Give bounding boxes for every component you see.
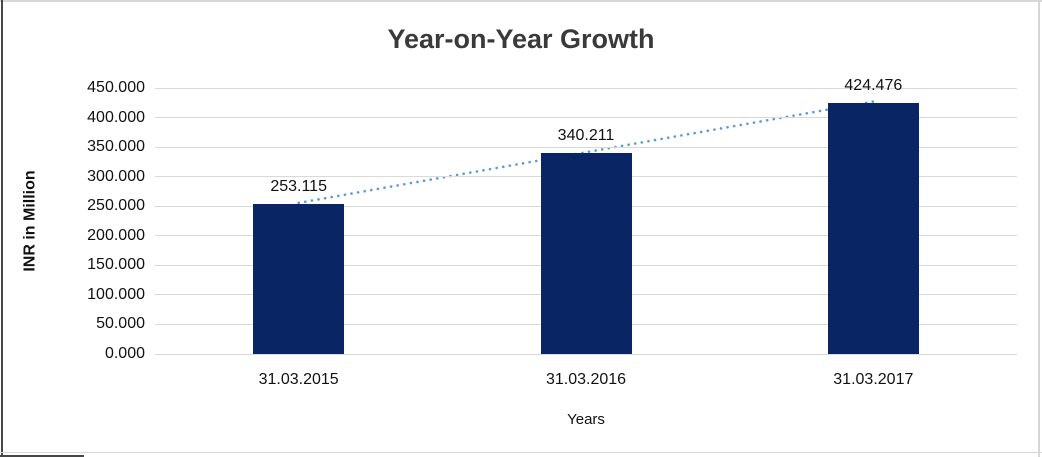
y-axis-tick-label: 200.000 (87, 226, 145, 244)
x-axis-title: Years (567, 411, 605, 428)
y-axis-tick-label: 350.000 (87, 138, 145, 156)
bar (253, 204, 345, 354)
frame-edge-top (0, 0, 1042, 2)
y-axis-tick-label: 100.000 (87, 285, 145, 303)
bar (827, 103, 919, 354)
frame-edge-left (1, 0, 3, 457)
y-axis-tick-label: 0.000 (104, 345, 145, 362)
y-axis-title: INR in Million (22, 170, 40, 272)
bar-data-label: 424.476 (844, 77, 903, 95)
x-axis-tick-label: 31.03.2017 (833, 371, 914, 388)
frame-edge-right (1038, 0, 1040, 457)
gridline (155, 146, 1017, 148)
gridline (155, 353, 1017, 355)
frame-edge-bottom (0, 452, 1042, 453)
bar-data-label: 340.211 (557, 126, 615, 144)
gridline (155, 87, 1017, 89)
y-axis-tick-label: 300.000 (87, 167, 145, 185)
y-axis-tick-label: 150.000 (87, 256, 145, 274)
bar-data-label: 253.115 (270, 178, 327, 196)
y-axis-tick-label: 250.000 (87, 197, 145, 215)
gridline (155, 117, 1017, 119)
y-axis-tick-label: 450.000 (87, 79, 145, 96)
y-axis-tick-label: 50.000 (96, 315, 145, 333)
y-axis-tick-label: 400.000 (87, 108, 145, 126)
chart-title: Year-on-Year Growth (387, 24, 655, 54)
bar (540, 152, 632, 354)
y-axis-title-wrap: INR in Million (14, 88, 48, 354)
x-axis-tick-label: 31.03.2015 (258, 371, 339, 388)
x-axis-tick-label: 31.03.2016 (545, 371, 627, 388)
frame-edge-bottom-dark (0, 455, 84, 457)
